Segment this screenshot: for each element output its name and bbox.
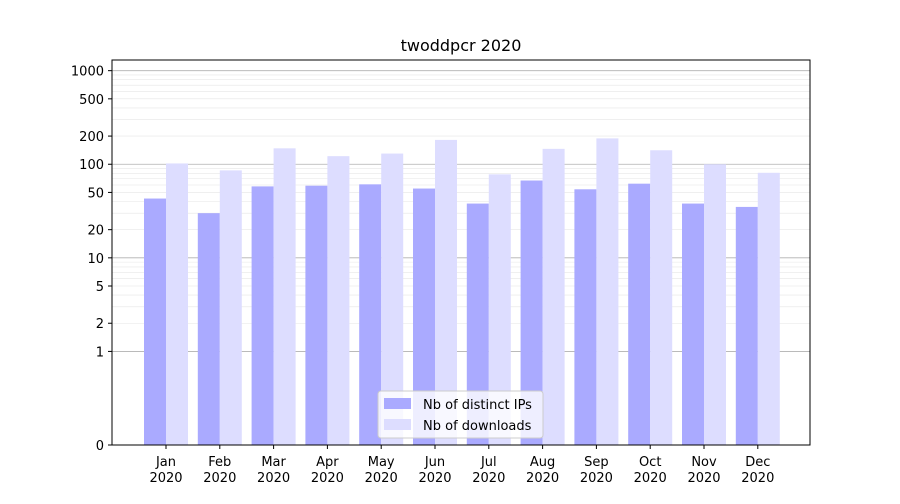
- bar-distinct-ips: [520, 180, 543, 446]
- x-tick-label-year: 2020: [580, 471, 613, 486]
- y-tick-label: 10: [87, 252, 104, 267]
- x-tick-label-month: Mar: [261, 455, 286, 470]
- plot-frame: [111, 59, 811, 446]
- bar-distinct-ips: [574, 189, 597, 445]
- legend: Nb of distinct IPs Nb of downloads: [377, 390, 544, 439]
- x-tick-label-year: 2020: [365, 471, 398, 486]
- y-tick-label: 1000: [71, 65, 104, 80]
- x-tick-label-year: 2020: [472, 471, 505, 486]
- bar-distinct-ips: [197, 213, 220, 445]
- x-tick-label-year: 2020: [203, 471, 236, 486]
- x-tick-label-month: Feb: [208, 455, 231, 470]
- y-tick-label: 20: [87, 224, 104, 239]
- x-tick-label-month: Jan: [155, 455, 176, 470]
- x-tick-label-month: Aug: [530, 455, 555, 470]
- x-tick-label-year: 2020: [149, 471, 182, 486]
- y-tick-label: 5: [96, 280, 104, 295]
- x-tick-label-year: 2020: [687, 471, 720, 486]
- y-tick-label: 2: [96, 317, 104, 332]
- bar-downloads: [704, 164, 726, 445]
- bar-downloads: [273, 148, 296, 446]
- x-tick-label-month: Jun: [424, 455, 445, 470]
- y-tick-label: 0: [96, 439, 104, 454]
- legend-label: Nb of downloads: [423, 419, 532, 434]
- y-tick-label: 500: [79, 93, 104, 108]
- bar-distinct-ips: [251, 186, 274, 445]
- bar-distinct-ips: [466, 203, 489, 445]
- bar-downloads: [381, 153, 404, 446]
- bar-downloads: [596, 138, 619, 446]
- x-tick-label-month: Oct: [639, 455, 661, 470]
- y-axis: 0 1 2 5 10 20 50 100 200 500 1000: [71, 65, 112, 454]
- x-tick-label-year: 2020: [634, 471, 667, 486]
- x-tick-label-month: May: [368, 455, 395, 470]
- bar-distinct-ips: [682, 203, 704, 445]
- x-tick-label-year: 2020: [741, 471, 774, 486]
- y-tick-label: 50: [87, 186, 104, 201]
- bar-downloads: [166, 163, 188, 445]
- bar-downloads: [327, 156, 350, 445]
- bar-distinct-ips: [413, 188, 435, 445]
- x-tick-label-year: 2020: [257, 471, 290, 486]
- bar-distinct-ips: [305, 185, 328, 446]
- y-tick-label: 100: [79, 158, 104, 173]
- x-tick-label-year: 2020: [526, 471, 559, 486]
- bar-downloads: [650, 150, 673, 445]
- bar-downloads: [435, 139, 457, 445]
- bar-downloads: [219, 170, 242, 445]
- bar-distinct-ips: [144, 198, 166, 445]
- x-tick-label-month: Nov: [691, 455, 717, 470]
- x-tick-label-month: Jul: [480, 455, 497, 470]
- legend-swatch: [384, 419, 411, 430]
- x-tick-label-year: 2020: [311, 471, 344, 486]
- chart-title: twoddpcr 2020: [401, 36, 522, 55]
- bar-downloads: [542, 148, 565, 445]
- bar-distinct-ips: [628, 183, 651, 445]
- x-tick-label-month: Dec: [745, 455, 770, 470]
- bar-distinct-ips: [735, 206, 758, 445]
- bar-downloads: [488, 174, 511, 445]
- y-tick-label: 200: [79, 130, 104, 145]
- legend-box: [377, 390, 544, 439]
- bars: [144, 138, 780, 446]
- y-tick-label: 1: [96, 345, 104, 360]
- x-axis: Jan2020Feb2020Mar2020Apr2020May2020Jun20…: [149, 445, 774, 486]
- bar-downloads: [757, 172, 780, 445]
- x-tick-label-month: Sep: [584, 455, 609, 470]
- x-tick-label-month: Apr: [316, 455, 339, 470]
- x-tick-label-year: 2020: [418, 471, 451, 486]
- bar-distinct-ips: [359, 184, 382, 445]
- legend-label: Nb of distinct IPs: [423, 398, 532, 413]
- legend-swatch: [384, 398, 411, 409]
